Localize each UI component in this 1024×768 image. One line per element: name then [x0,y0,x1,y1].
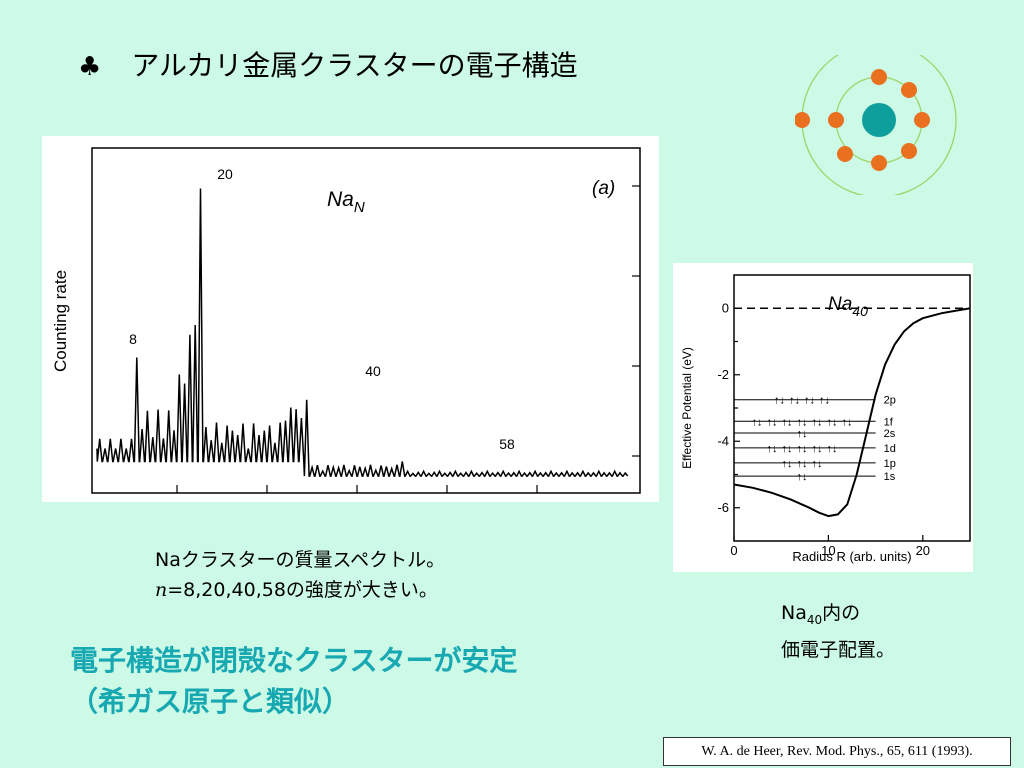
electron-pair-arrow: ↑↓ [796,428,807,440]
energy-level-label-1f: 1f [884,416,894,428]
conclusion-line2: （希ガス原子と類似） [70,685,351,718]
electron-pair-arrow: ↑↓ [781,443,792,455]
energy-level-label-1s: 1s [884,471,896,483]
slide-title: ♣ アルカリ金属クラスターの電子構造 [78,44,578,84]
peak-label-8: 8 [129,331,137,347]
energy-level-label-1d: 1d [884,443,896,455]
potential-xlabel: Radius R (arb. units) [792,549,911,564]
potential-x-tick-label: 0 [730,543,737,558]
panel-label: (a) [592,178,615,199]
electron-pair-arrow: ↑↓ [781,416,792,428]
peak-label-40: 40 [365,363,381,379]
spectrum-caption: Naクラスターの質量スペクトル。 n=8,20,40,58の強度が大きい。 [155,545,445,605]
atom-core [862,103,896,137]
electron-pair-arrow: ↑↓ [811,416,822,428]
club-bullet-icon: ♣ [78,52,102,82]
electron-pair-arrow: ↑↓ [804,395,815,407]
electron-pair-arrow: ↑↓ [826,416,837,428]
electron-pair-arrow: ↑↓ [781,458,792,470]
potential-y-tick-label: -6 [717,500,729,515]
spectrum-trace [96,188,629,477]
energy-level-label-2p: 2p [884,395,896,407]
na40-caption: Na40内の 価電子配置。 [781,598,895,665]
spectrum-caption-line2: n=8,20,40,58の強度が大きい。 [155,579,438,601]
electron [795,112,810,128]
electron-pair-arrow: ↑↓ [796,416,807,428]
na40-caption-line2: 価電子配置。 [781,638,896,661]
peak-label-20: 20 [217,166,233,182]
electron-pair-arrow: ↑↓ [751,416,762,428]
atom-illustration [795,55,957,195]
potential-ylabel: Effective Potential (eV) [680,347,694,469]
electron-pair-arrow: ↑↓ [841,416,852,428]
electron-pair-arrow: ↑↓ [811,458,822,470]
title-text: アルカリ金属クラスターの電子構造 [131,49,578,82]
electron-pair-arrow: ↑↓ [796,458,807,470]
electron-pair-arrow: ↑↓ [789,395,800,407]
valence-electrons [795,69,930,171]
electron [901,143,917,159]
spectrum-frame [91,147,641,494]
electron-pair-arrow: ↑↓ [774,395,785,407]
electron [914,112,930,128]
electron-pair-arrow: ↑↓ [796,471,807,483]
electron-pair-arrow: ↑↓ [826,443,837,455]
electron [901,82,917,98]
citation-box: W. A. de Heer, Rev. Mod. Phys., 65, 611 … [663,737,1011,766]
potential-curve [733,307,971,518]
electron-pair-arrow: ↑↓ [796,443,807,455]
peak-label-58: 58 [499,436,515,452]
spectrum-ylabel: Counting rate [51,270,70,372]
potential-y-tick-label: 0 [722,300,729,315]
electron [837,146,853,162]
spectrum-cluster-label: NaN [327,188,365,216]
potential-y-tick-label: -2 [717,367,729,382]
electron [871,155,887,171]
conclusion-line1: 電子構造が閉殻なクラスターが安定 [70,644,518,677]
spectrum-caption-line1: Naクラスターの質量スペクトル。 [155,549,446,571]
energy-level-label-2s: 2s [884,428,896,440]
conclusion-text: 電子構造が閉殻なクラスターが安定 （希ガス原子と類似） [70,640,517,722]
mass-spectrum-figure: Counting rate (a) NaN 20 8 40 58 [42,136,659,502]
potential-cluster-label: Na40 [828,294,868,319]
potential-x-tick-label: 10 [821,543,835,558]
electron-pair-arrow: ↑↓ [819,395,830,407]
potential-x-tick-label: 20 [916,543,930,558]
electron-pair-arrow: ↑↓ [766,416,777,428]
electron-pair-arrow: ↑↓ [811,443,822,455]
electron [871,69,887,85]
na40-caption-line1: Na40内の [781,602,861,627]
electron [828,112,844,128]
energy-level-label-1p: 1p [884,458,896,470]
potential-y-tick-label: -4 [717,433,729,448]
electron-pair-arrow: ↑↓ [766,443,777,455]
